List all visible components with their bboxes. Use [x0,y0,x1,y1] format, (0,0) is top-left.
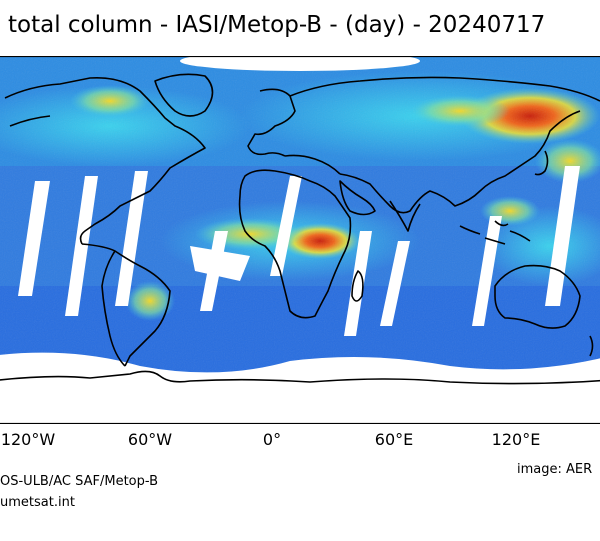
concentration-map [0,56,600,424]
map-panel [0,56,600,424]
lon-tick-0: 0° [262,430,282,449]
lon-tick-120e: 120°E [491,430,541,449]
lon-tick-60w: 60°W [127,430,173,449]
source-credit: OS-ULB/AC SAF/Metop-B [0,474,159,489]
map-title: total column - IASI/Metop-B - (day) - 20… [8,12,546,38]
map-border [0,56,600,424]
lon-tick-120w: 120°W [0,430,56,449]
coastlines [0,73,600,385]
swath-gaps [0,56,600,424]
lon-tick-60e: 60°E [374,430,414,449]
image-credit: image: AER [517,462,593,477]
source-url: umetsat.int [0,495,75,510]
